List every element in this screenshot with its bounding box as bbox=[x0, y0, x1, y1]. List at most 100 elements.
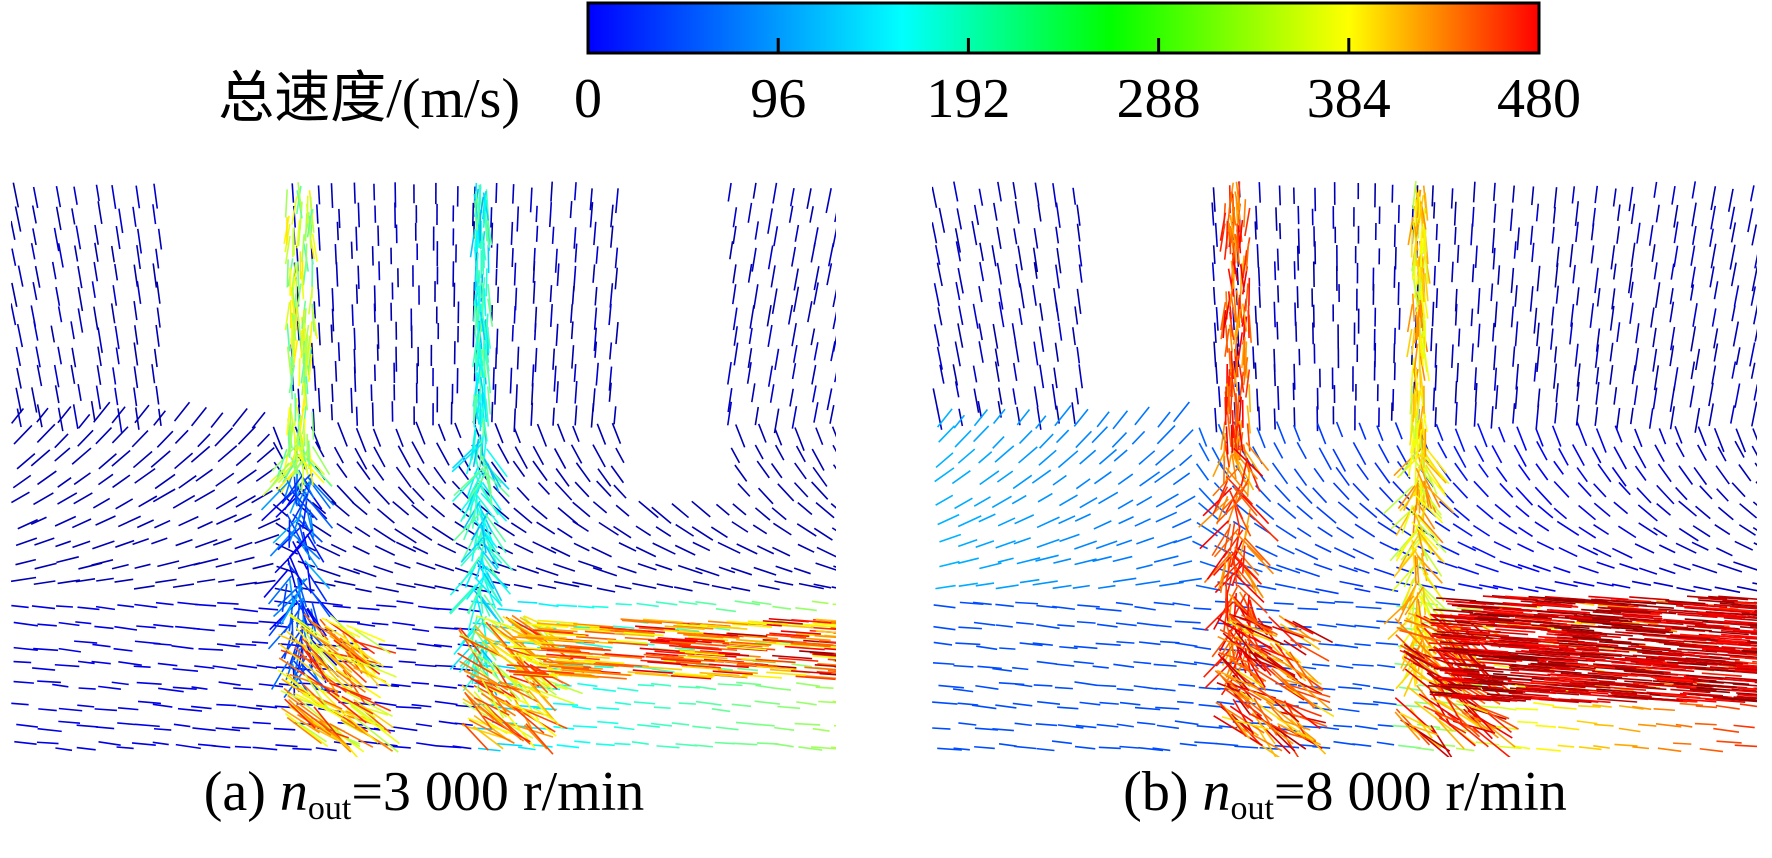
velocity-vector bbox=[516, 384, 517, 408]
velocity-vector bbox=[59, 649, 81, 652]
velocity-vector bbox=[114, 649, 133, 651]
velocity-vector bbox=[998, 518, 1015, 526]
velocity-vector bbox=[117, 723, 135, 725]
velocity-vector bbox=[1154, 664, 1177, 666]
velocity-vector bbox=[531, 403, 532, 426]
velocity-vector bbox=[292, 183, 293, 202]
velocity-vector bbox=[1477, 505, 1493, 519]
velocity-vector bbox=[1274, 364, 1275, 386]
velocity-vector bbox=[1099, 449, 1116, 464]
velocity-vector bbox=[792, 323, 796, 346]
velocity-vector bbox=[1295, 549, 1318, 560]
velocity-vector bbox=[657, 584, 673, 587]
velocity-vector bbox=[555, 482, 572, 500]
velocity-vector bbox=[1554, 567, 1571, 573]
velocity-vector bbox=[933, 627, 955, 630]
velocity-vector bbox=[37, 624, 56, 626]
velocity-vector bbox=[656, 746, 679, 748]
velocity-vector bbox=[536, 568, 558, 576]
velocity-vector bbox=[1554, 364, 1557, 389]
velocity-vector bbox=[1226, 585, 1227, 613]
velocity-vector bbox=[1730, 207, 1734, 229]
velocity-vector bbox=[757, 546, 773, 554]
velocity-vector bbox=[1499, 427, 1505, 442]
velocity-vector bbox=[1631, 243, 1634, 267]
velocity-vector bbox=[615, 268, 617, 290]
velocity-vector bbox=[1015, 201, 1019, 223]
velocity-vector bbox=[112, 185, 116, 209]
velocity-vector bbox=[269, 576, 292, 604]
velocity-vector bbox=[1716, 466, 1729, 484]
velocity-vector bbox=[571, 304, 572, 323]
velocity-vector bbox=[1657, 504, 1671, 516]
velocity-vector bbox=[1513, 346, 1515, 367]
velocity-vector bbox=[958, 516, 981, 527]
velocity-vector bbox=[1259, 267, 1260, 287]
velocity-vector bbox=[933, 388, 938, 410]
velocity-vector bbox=[1113, 557, 1132, 562]
velocity-vector bbox=[1700, 486, 1712, 499]
velocity-vector bbox=[1498, 265, 1499, 284]
velocity-vector bbox=[1120, 703, 1140, 705]
velocity-vector bbox=[532, 506, 548, 519]
velocity-vector bbox=[1154, 603, 1175, 605]
velocity-vector bbox=[980, 471, 999, 485]
velocity-vector bbox=[18, 324, 23, 347]
velocity-vector bbox=[1755, 463, 1766, 478]
velocity-vector bbox=[1475, 446, 1484, 462]
velocity-vector bbox=[1257, 244, 1258, 268]
velocity-vector bbox=[473, 325, 474, 347]
velocity-vector bbox=[375, 546, 394, 555]
velocity-vector bbox=[216, 705, 236, 706]
velocity-vector bbox=[1492, 446, 1501, 463]
velocity-vector bbox=[1676, 487, 1687, 499]
velocity-vector bbox=[137, 683, 162, 685]
velocity-vector bbox=[952, 471, 970, 484]
velocity-vector bbox=[15, 560, 35, 565]
velocity-vector bbox=[157, 308, 160, 328]
velocity-vector bbox=[72, 519, 91, 528]
velocity-vector bbox=[532, 383, 533, 405]
velocity-vector bbox=[1037, 539, 1059, 547]
velocity-vector bbox=[318, 185, 319, 204]
velocity-vector bbox=[712, 586, 731, 590]
velocity-vector bbox=[1075, 747, 1095, 749]
velocity-vector bbox=[78, 287, 82, 311]
velocity-vector bbox=[33, 493, 53, 504]
velocity-vector bbox=[18, 520, 38, 529]
velocity-vector bbox=[1156, 512, 1177, 522]
velocity-vector bbox=[768, 208, 772, 233]
velocity-vector bbox=[1395, 247, 1396, 270]
velocity-vector bbox=[92, 644, 110, 646]
velocity-vector bbox=[572, 445, 582, 464]
velocity-vector bbox=[358, 203, 359, 228]
velocity-vector bbox=[1277, 322, 1278, 340]
velocity-vector bbox=[538, 585, 556, 589]
velocity-vector bbox=[1034, 342, 1038, 366]
velocity-vector bbox=[237, 665, 257, 668]
velocity-vector bbox=[11, 703, 28, 704]
velocity-vector bbox=[498, 287, 499, 303]
velocity-vector bbox=[1632, 204, 1635, 224]
velocity-vector bbox=[771, 265, 775, 287]
velocity-vector bbox=[1516, 506, 1529, 517]
velocity-vector bbox=[791, 188, 794, 206]
velocity-vector bbox=[772, 463, 782, 477]
velocity-vector bbox=[1634, 385, 1637, 405]
velocity-vector bbox=[1679, 528, 1698, 540]
velocity-vector bbox=[634, 702, 655, 704]
velocity-vector bbox=[118, 516, 140, 526]
velocity-vector bbox=[72, 208, 75, 224]
velocity-vector bbox=[936, 453, 953, 468]
velocity-vector bbox=[1452, 344, 1453, 367]
velocity-vector bbox=[331, 544, 346, 551]
velocity-vector bbox=[736, 682, 761, 684]
velocity-vector bbox=[1655, 445, 1664, 462]
velocity-vector bbox=[1159, 582, 1183, 586]
velocity-vector bbox=[733, 504, 746, 515]
velocity-vector bbox=[1716, 706, 1740, 709]
velocity-vector bbox=[338, 422, 347, 446]
velocity-vector bbox=[826, 188, 831, 213]
colorbar-tick-label: 0 bbox=[574, 68, 602, 130]
velocity-vector bbox=[1334, 548, 1355, 558]
